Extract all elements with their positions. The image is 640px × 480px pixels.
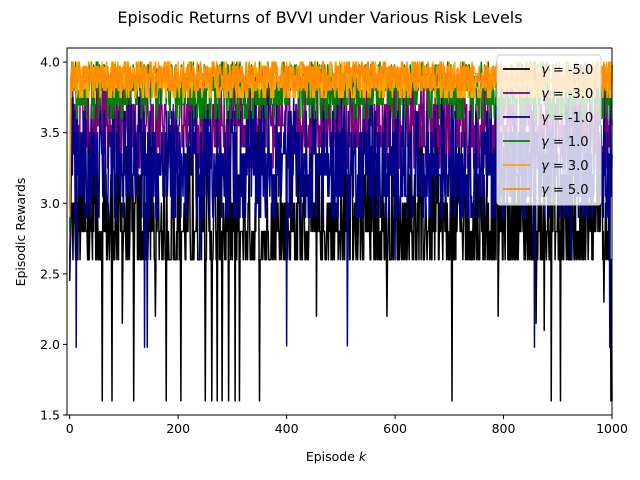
y-tick-label: 3.5 [40,125,60,140]
chart-title: Episodic Returns of BVVI under Various R… [117,8,522,27]
legend-label-5: γ = 5.0 [541,183,589,198]
y-tick-label: 4.0 [40,55,60,70]
y-tick-label: 1.5 [40,408,60,423]
x-tick-label: 400 [275,421,299,436]
x-tick-label: 0 [66,421,74,436]
x-tick-label: 800 [492,421,516,436]
y-tick-label: 2.0 [40,337,60,352]
legend-label-3: γ = 1.0 [541,135,589,150]
legend-label-0: γ = -5.0 [541,63,593,78]
legend: γ = -5.0 γ = -3.0 γ = -1.0 γ = 1.0 γ = 3.0 γ … [496,54,602,206]
legend-label-1: γ = -3.0 [541,87,593,102]
y-axis-label: Episodic Rewards [13,178,28,287]
x-tick-label: 1000 [596,421,628,436]
legend-label-2: γ = -1.0 [541,111,593,126]
y-tick-label: 3.0 [40,196,60,211]
x-axis-label-var: k [359,449,367,464]
x-tick-label: 600 [383,421,407,436]
axes-frame [66,47,613,416]
x-axis-label-prefix: Episode [306,449,359,464]
y-tick-label: 2.5 [40,266,60,281]
legend-label-4: γ = 3.0 [541,159,589,174]
x-axis-label: Episode k [306,449,367,464]
tick-group: 0 200 400 600 800 1000 1.5 2.0 2.5 3.0 3.5 4.0 [40,55,628,436]
x-tick-label: 200 [166,421,190,436]
